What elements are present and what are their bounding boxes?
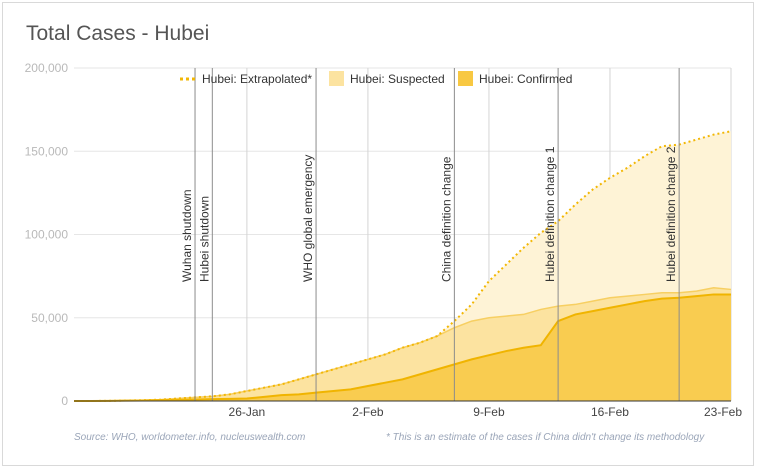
x-tick-label: 23-Feb: [704, 405, 742, 419]
method-note: * This is an estimate of the cases if Ch…: [386, 432, 705, 443]
areas: [74, 130, 732, 402]
x-tick-label: 9-Feb: [473, 405, 505, 419]
legend-swatch-suspected: [329, 71, 344, 86]
annotations: Wuhan shutdown Hubei shutdown WHO global e…: [180, 68, 680, 401]
x-tick-label: 16-Feb: [591, 405, 629, 419]
x-tick-label: 2-Feb: [352, 405, 384, 419]
x-axis: 26-Jan 2-Feb 9-Feb 16-Feb 23-Feb: [74, 400, 742, 419]
y-tick-label: 50,000: [31, 311, 68, 325]
annotation-label: WHO global emergency: [301, 155, 315, 282]
y-tick-label: 100,000: [25, 228, 69, 242]
legend-label-suspected: Hubei: Suspected: [350, 72, 445, 86]
annotation-label: Hubei shutdown: [197, 196, 211, 282]
annotation-label: Hubei definition change 2: [664, 146, 678, 282]
confirmed-area: [74, 294, 731, 401]
chart-title: Total Cases - Hubei: [26, 22, 210, 45]
y-tick-label: 150,000: [25, 144, 69, 158]
source-note: Source: WHO, worldometer.info, nucleuswe…: [74, 432, 306, 443]
y-tick-label: 200,000: [25, 61, 69, 75]
annotation-label: China definition change: [439, 156, 453, 282]
y-axis: 0 50,000 100,000 150,000 200,000: [25, 61, 69, 408]
annotation-label: Wuhan shutdown: [180, 189, 194, 282]
legend-label-extrapolated: Hubei: Extrapolated*: [202, 72, 312, 86]
legend-swatch-confirmed: [458, 71, 473, 86]
legend-label-confirmed: Hubei: Confirmed: [479, 72, 572, 86]
y-tick-label: 0: [61, 394, 68, 408]
annotation-label: Hubei definition change 1: [543, 146, 557, 282]
confirmed-line: [74, 293, 731, 402]
legend: Hubei: Extrapolated* Hubei: Suspected Hube…: [180, 71, 572, 86]
extrapolated-line: [74, 130, 732, 402]
x-tick-label: 26-Jan: [229, 405, 266, 419]
